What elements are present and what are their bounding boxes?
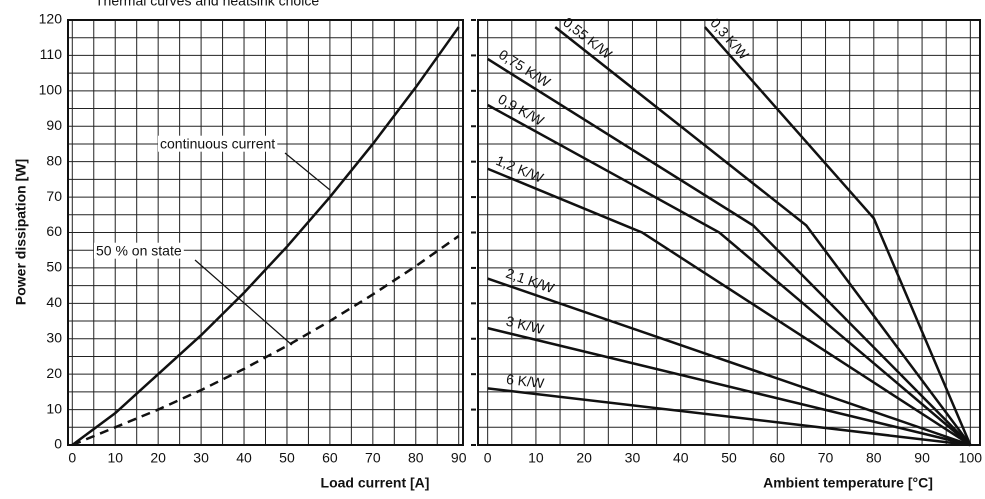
x-tick-label: 0 [68,450,76,466]
series-line [554,26,972,446]
x-tick-label: 40 [673,450,689,466]
y-tick-label: 50 [46,259,62,275]
x-tick-label: 60 [322,450,338,466]
plot-frame [477,19,981,446]
x-tick-label: 70 [818,450,834,466]
x-tick-label: 50 [721,450,737,466]
x-tick-label: 90 [914,450,930,466]
x-axis-label: Ambient temperature [°C] [763,475,933,491]
y-tick-label: 0 [54,436,62,452]
x-tick-label: 80 [866,450,882,466]
series-line [487,326,971,447]
series-line [71,235,460,447]
y-axis-label: Power dissipation [W] [13,159,29,305]
annotation-leader [194,259,293,346]
x-tick-label: 20 [576,450,592,466]
x-tick-label: 40 [236,450,252,466]
annotation-bg [94,242,184,259]
x-tick-label: 90 [451,450,467,466]
x-tick-label: 80 [408,450,424,466]
y-tick-label: 60 [46,223,62,239]
plot-frame [67,19,464,446]
x-tick-label: 30 [193,450,209,466]
x-tick-label: 50 [279,450,295,466]
series-line [487,103,972,446]
y-tick-label: 120 [39,11,63,27]
x-tick-label: 70 [365,450,381,466]
series-line [487,277,971,447]
x-tick-label: 10 [107,450,123,466]
y-tick-label: 80 [46,152,62,168]
series-line [71,26,460,447]
x-tick-label: 30 [625,450,641,466]
y-tick-label: 40 [46,294,62,310]
series-line [703,26,972,446]
series-label: 6 K/W [505,371,546,391]
annotation-bg [158,135,278,152]
y-tick-label: 70 [46,188,62,204]
y-tick-label: 10 [46,400,62,416]
y-tick-label: 90 [46,117,62,133]
x-tick-label: 100 [959,450,983,466]
x-tick-label: 0 [484,450,492,466]
y-tick-label: 20 [46,365,62,381]
chart-title: Thermal curves and heatsink choice [95,0,319,9]
y-tick-label: 30 [46,329,62,345]
x-tick-label: 20 [150,450,166,466]
annotation-leader [284,152,331,191]
annotation: continuous current [160,136,275,152]
series-line [487,387,971,447]
y-tick-label: 100 [39,82,63,98]
annotation: 50 % on state [96,243,182,259]
series-line [487,167,972,447]
series-line [486,57,972,446]
x-axis-label: Load current [A] [321,475,430,491]
y-tick-label: 110 [40,46,63,62]
x-tick-label: 60 [769,450,785,466]
x-tick-label: 10 [528,450,544,466]
